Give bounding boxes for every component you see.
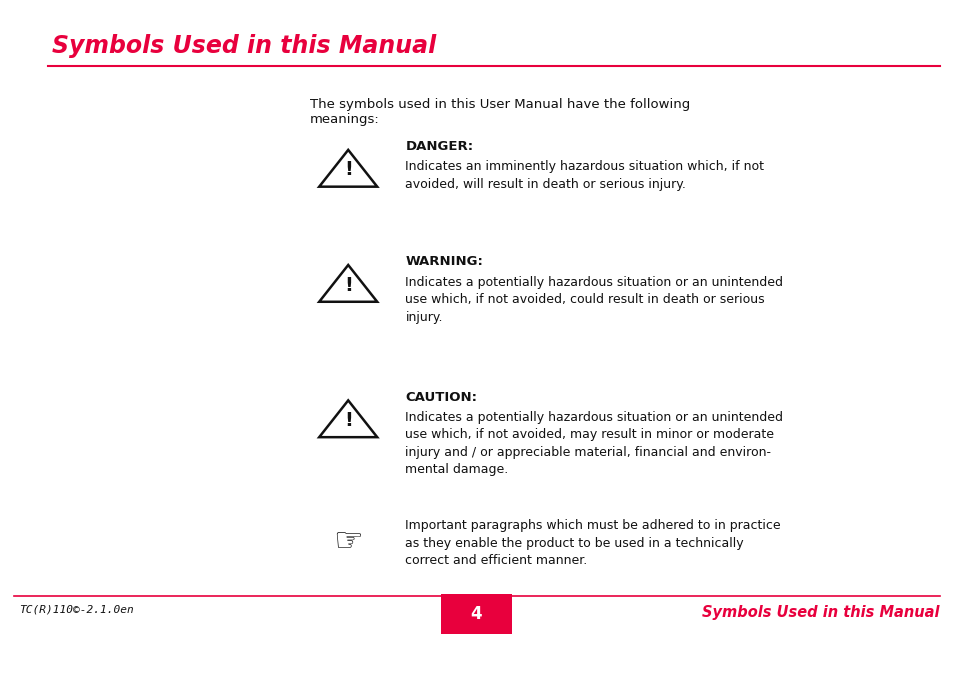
Text: ☞: ☞	[333, 525, 363, 558]
Text: CAUTION:: CAUTION:	[405, 391, 476, 403]
Text: Indicates a potentially hazardous situation or an unintended
use which, if not a: Indicates a potentially hazardous situat…	[405, 276, 782, 324]
Text: Important paragraphs which must be adhered to in practice
as they enable the pro: Important paragraphs which must be adher…	[405, 519, 781, 567]
Text: Symbols Used in this Manual: Symbols Used in this Manual	[52, 34, 436, 58]
FancyBboxPatch shape	[440, 594, 512, 634]
Text: !: !	[343, 276, 353, 294]
Text: Indicates an imminently hazardous situation which, if not
avoided, will result i: Indicates an imminently hazardous situat…	[405, 160, 763, 191]
Text: 4: 4	[470, 605, 482, 623]
Text: Indicates a potentially hazardous situation or an unintended
use which, if not a: Indicates a potentially hazardous situat…	[405, 411, 782, 477]
Text: The symbols used in this User Manual have the following
meanings:: The symbols used in this User Manual hav…	[310, 98, 690, 126]
Text: Symbols Used in this Manual: Symbols Used in this Manual	[701, 605, 939, 619]
Text: DANGER:: DANGER:	[405, 140, 473, 153]
Text: WARNING:: WARNING:	[405, 255, 483, 268]
Text: TC(R)110©-2.1.0en: TC(R)110©-2.1.0en	[19, 605, 133, 615]
Text: !: !	[343, 160, 353, 179]
Text: !: !	[343, 411, 353, 430]
